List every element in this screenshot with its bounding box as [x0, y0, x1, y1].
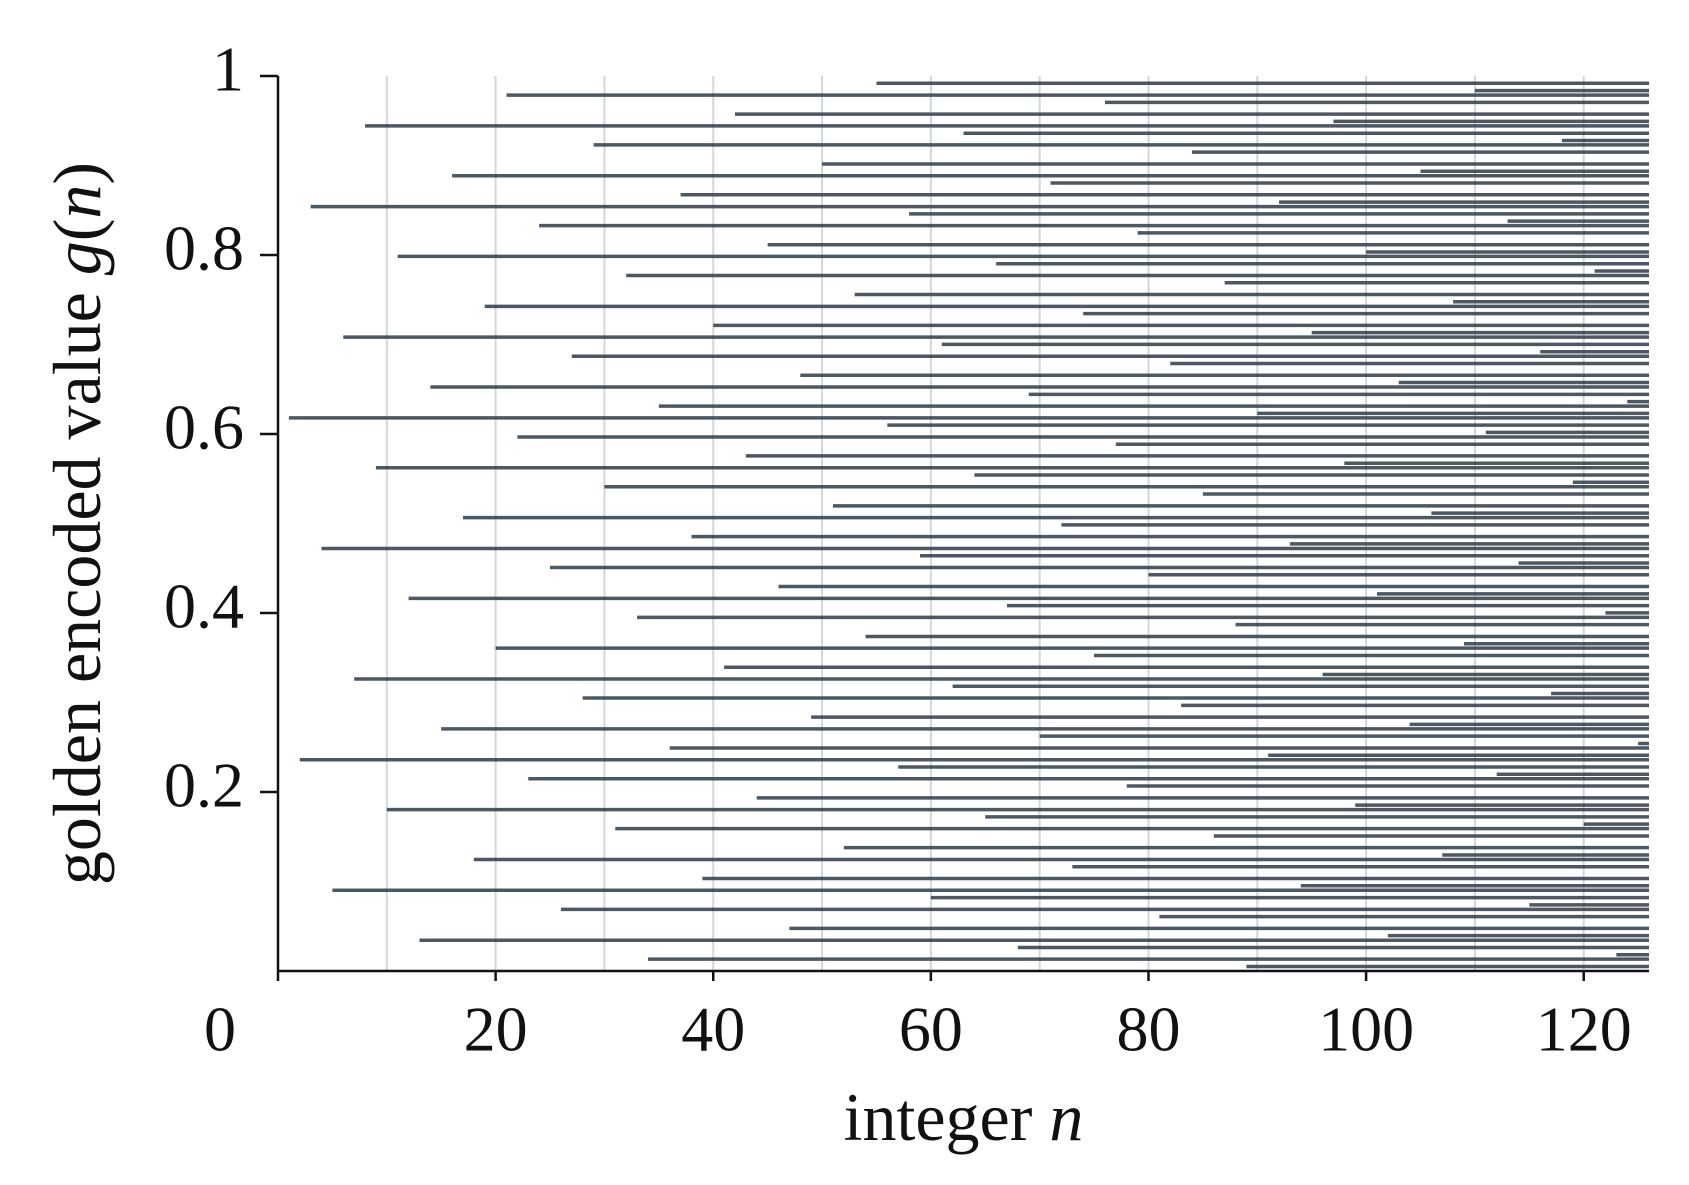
x-axis-label-part: integer	[844, 1079, 1050, 1155]
marks	[288, 81, 1649, 969]
y-axis-label: golden encoded value g(n)	[39, 162, 115, 885]
x-tick-label: 80	[1116, 994, 1180, 1065]
y-axis-label-part: golden encoded value	[39, 275, 115, 885]
x-tick-label: 0	[204, 994, 236, 1065]
x-axis-label: integer n	[844, 1079, 1084, 1155]
x-tick-label: 120	[1536, 994, 1632, 1065]
x-axis-label-part: n	[1049, 1079, 1083, 1155]
x-tick-label: 60	[899, 994, 963, 1065]
y-tick-label: 0.2	[164, 750, 244, 821]
y-axis-label-part: (	[39, 219, 115, 242]
y-axis-label-part: )	[39, 162, 115, 185]
y-axis-label-part: n	[39, 185, 115, 219]
x-tick-label: 20	[464, 994, 528, 1065]
y-tick-label: 0.6	[164, 392, 244, 463]
y-tick-label: 0.8	[164, 213, 244, 284]
y-tick-label: 0.4	[164, 571, 244, 642]
x-tick-label: 100	[1318, 994, 1414, 1065]
x-tick-label: 40	[681, 994, 745, 1065]
y-axis-label-part: g	[39, 241, 115, 275]
y-tick-label: 1	[212, 34, 244, 105]
